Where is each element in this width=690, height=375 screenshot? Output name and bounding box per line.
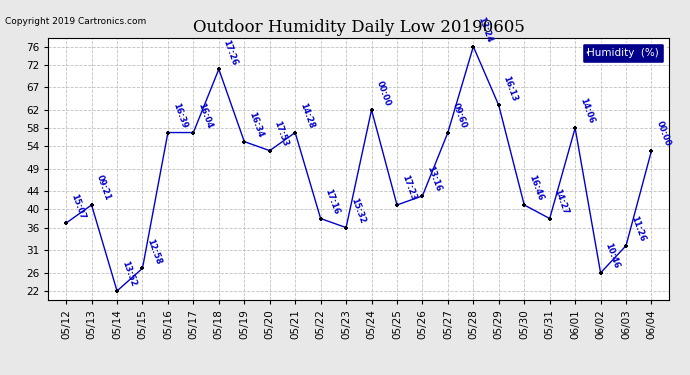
Point [188,129,199,135]
Point [595,270,606,276]
Text: 16:39: 16:39 [170,102,188,130]
Text: 10:46: 10:46 [603,242,621,270]
Point [620,243,631,249]
Text: 16:04: 16:04 [196,102,214,130]
Text: 14:27: 14:27 [553,188,570,216]
Text: 09:21: 09:21 [95,174,112,202]
Text: 12:58: 12:58 [146,237,163,266]
Text: 14:06: 14:06 [578,97,595,125]
Text: 17:26: 17:26 [221,38,239,66]
Point [493,102,504,108]
Point [646,148,657,154]
Text: 17:16: 17:16 [324,188,341,216]
Text: 13:16: 13:16 [425,165,443,193]
Point [61,220,72,226]
Point [519,202,530,208]
Point [570,125,581,131]
Point [264,148,275,154]
Text: 13:52: 13:52 [120,260,137,288]
Text: 17:23: 17:23 [400,174,417,202]
Point [162,129,173,135]
Title: Outdoor Humidity Daily Low 20190605: Outdoor Humidity Daily Low 20190605 [193,19,524,36]
Text: 16:34: 16:34 [247,111,265,139]
Point [86,202,97,208]
Point [468,44,479,50]
Text: 16:13: 16:13 [502,74,519,103]
Text: 14:28: 14:28 [298,102,315,130]
Legend: Humidity  (%): Humidity (%) [582,43,664,63]
Point [112,288,123,294]
Text: 17:53: 17:53 [273,120,290,148]
Text: Copyright 2019 Cartronics.com: Copyright 2019 Cartronics.com [5,16,146,26]
Point [544,216,555,222]
Text: 15:07: 15:07 [69,192,86,220]
Text: 09:60: 09:60 [451,102,469,130]
Point [290,129,301,135]
Text: 00:00: 00:00 [374,79,392,107]
Text: 11:26: 11:26 [629,214,647,243]
Point [341,225,352,231]
Point [315,216,326,222]
Point [239,139,250,145]
Point [137,266,148,272]
Text: 16:46: 16:46 [527,174,544,202]
Point [417,193,428,199]
Point [391,202,402,208]
Point [366,107,377,113]
Point [442,129,453,135]
Point [213,66,224,72]
Text: 15:32: 15:32 [349,196,366,225]
Text: 13:24: 13:24 [476,15,494,44]
Text: 00:00: 00:00 [654,120,672,148]
